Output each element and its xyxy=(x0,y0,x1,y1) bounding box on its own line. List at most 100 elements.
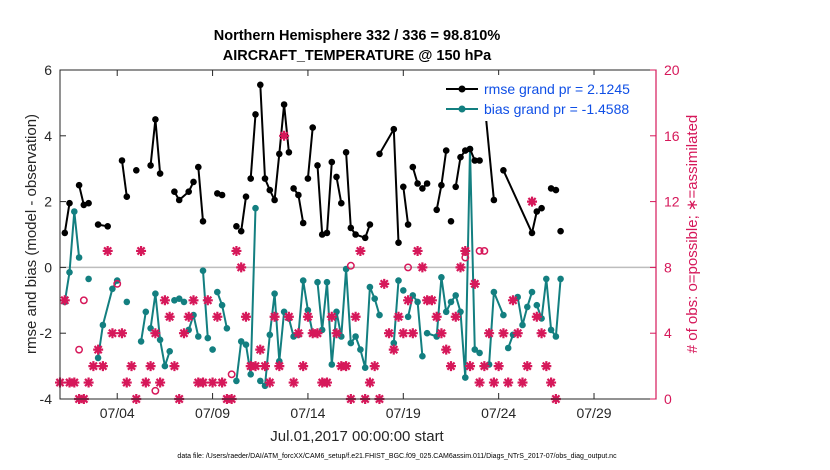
legend-bias-marker xyxy=(458,105,466,113)
rmse-point xyxy=(299,219,307,227)
rmse-point xyxy=(376,150,383,158)
obs-assimilated-marker xyxy=(407,328,418,339)
bias-point xyxy=(94,354,102,362)
obs-assimilated-marker xyxy=(331,328,342,339)
bias-point xyxy=(99,321,107,329)
rmse-point xyxy=(185,188,192,195)
rmse-point xyxy=(409,163,417,171)
bias-point xyxy=(66,269,73,276)
bias-point xyxy=(75,254,83,261)
bias-point xyxy=(323,278,331,286)
obs-assimilated-marker xyxy=(279,130,290,141)
rmse-point xyxy=(457,153,464,161)
bias-point xyxy=(462,374,469,381)
bias-point xyxy=(490,288,498,296)
obs-assimilated-marker xyxy=(269,311,280,322)
rmse-point xyxy=(309,124,317,131)
rmse-point xyxy=(419,185,426,192)
obs-assimilated-marker xyxy=(546,377,557,388)
rmse-line-segment xyxy=(197,167,204,222)
rmse-line-segment xyxy=(63,203,71,234)
rmse-point xyxy=(404,221,412,228)
obs-assimilated-marker xyxy=(426,295,437,306)
y2-axis-ticks: 0 4 8 12 16 20 xyxy=(650,62,680,407)
bias-point xyxy=(257,377,264,385)
obs-assimilated-marker xyxy=(83,377,94,388)
bias-point xyxy=(199,267,207,275)
x-axis-label: Jul.01,2017 00:00:00 start xyxy=(270,428,444,445)
obs-assimilated-marker xyxy=(455,262,466,273)
rmse-point xyxy=(290,185,297,192)
bias-point xyxy=(552,333,560,340)
obs-assimilated-marker xyxy=(264,377,275,388)
rmse-point xyxy=(352,231,359,238)
bias-point xyxy=(500,311,507,319)
y2-tick-label: 0 xyxy=(664,391,672,407)
y-axis-label: rmse and bias (model - observation) xyxy=(23,114,40,354)
obs-assimilated-marker xyxy=(383,328,394,339)
obs-assimilated-marker xyxy=(126,361,137,372)
bias-line-segment xyxy=(392,280,400,344)
bias-point xyxy=(161,362,169,370)
obs-assimilated-marker xyxy=(88,361,99,372)
obs-assimilated-marker xyxy=(403,295,414,306)
obs-assimilated-marker xyxy=(531,311,542,322)
bias-point xyxy=(304,306,312,314)
obs-assimilated-marker xyxy=(236,262,247,273)
bias-point xyxy=(395,277,402,284)
obs-assimilated-marker xyxy=(140,377,151,388)
obs-assimilated-marker xyxy=(212,311,223,322)
bias-point xyxy=(166,348,173,355)
rmse-point xyxy=(280,101,288,108)
bias-point xyxy=(85,275,92,283)
bias-point xyxy=(156,336,164,344)
obs-assimilated-marker xyxy=(441,344,452,355)
obs-assimilated-marker xyxy=(541,361,552,372)
obs-assimilated-marker xyxy=(322,377,333,388)
y-tick-label: -2 xyxy=(40,325,53,341)
obs-assimilated-marker xyxy=(145,361,156,372)
y2-tick-label: 12 xyxy=(664,194,680,210)
rmse-point xyxy=(533,208,541,215)
obs-assimilated-marker xyxy=(107,328,118,339)
rmse-point xyxy=(233,223,240,230)
y2-tick-label: 4 xyxy=(664,325,672,341)
bias-point xyxy=(447,298,455,306)
rmse-point xyxy=(390,125,398,133)
rmse-point xyxy=(400,183,407,191)
obs-assimilated-marker xyxy=(364,377,375,388)
rmse-point xyxy=(442,147,450,154)
rmse-point xyxy=(295,191,302,199)
rmse-point xyxy=(104,223,111,230)
y2-axis-label: # of obs: o=possible; ∗=assimilated xyxy=(684,115,701,354)
rmse-point xyxy=(257,81,264,89)
bias-point xyxy=(71,208,78,215)
bias-point xyxy=(137,338,145,345)
x-tick-label: 07/09 xyxy=(195,405,230,421)
bias-point xyxy=(123,298,131,306)
rmse-point xyxy=(471,157,479,164)
rmse-point xyxy=(237,227,245,235)
rmse-point xyxy=(118,157,126,164)
bias-point xyxy=(223,325,231,332)
y-tick-label: 2 xyxy=(44,194,52,210)
y-tick-label: 0 xyxy=(44,259,52,275)
legend: rmse grand pr = 2.1245 bias grand pr = -… xyxy=(440,75,650,121)
rmse-point xyxy=(433,206,441,214)
x-tick-label: 07/29 xyxy=(576,405,611,421)
bias-point xyxy=(204,334,212,342)
rmse-point xyxy=(342,149,350,156)
bias-point xyxy=(328,361,336,368)
obs-possible-marker xyxy=(480,247,489,255)
obs-assimilated-marker xyxy=(298,361,309,372)
bias-point xyxy=(252,204,259,212)
obs-assimilated-marker xyxy=(178,328,189,339)
rmse-point xyxy=(242,193,250,200)
obs-assimilated-marker xyxy=(326,311,337,322)
rmse-point xyxy=(94,221,102,228)
rmse-point xyxy=(447,218,455,225)
chart-title-line-2: AIRCRAFT_TEMPERATURE @ 150 hPa xyxy=(223,48,492,64)
bias-point xyxy=(242,341,250,349)
rmse-point xyxy=(147,162,154,169)
obs-assimilated-marker xyxy=(93,344,104,355)
